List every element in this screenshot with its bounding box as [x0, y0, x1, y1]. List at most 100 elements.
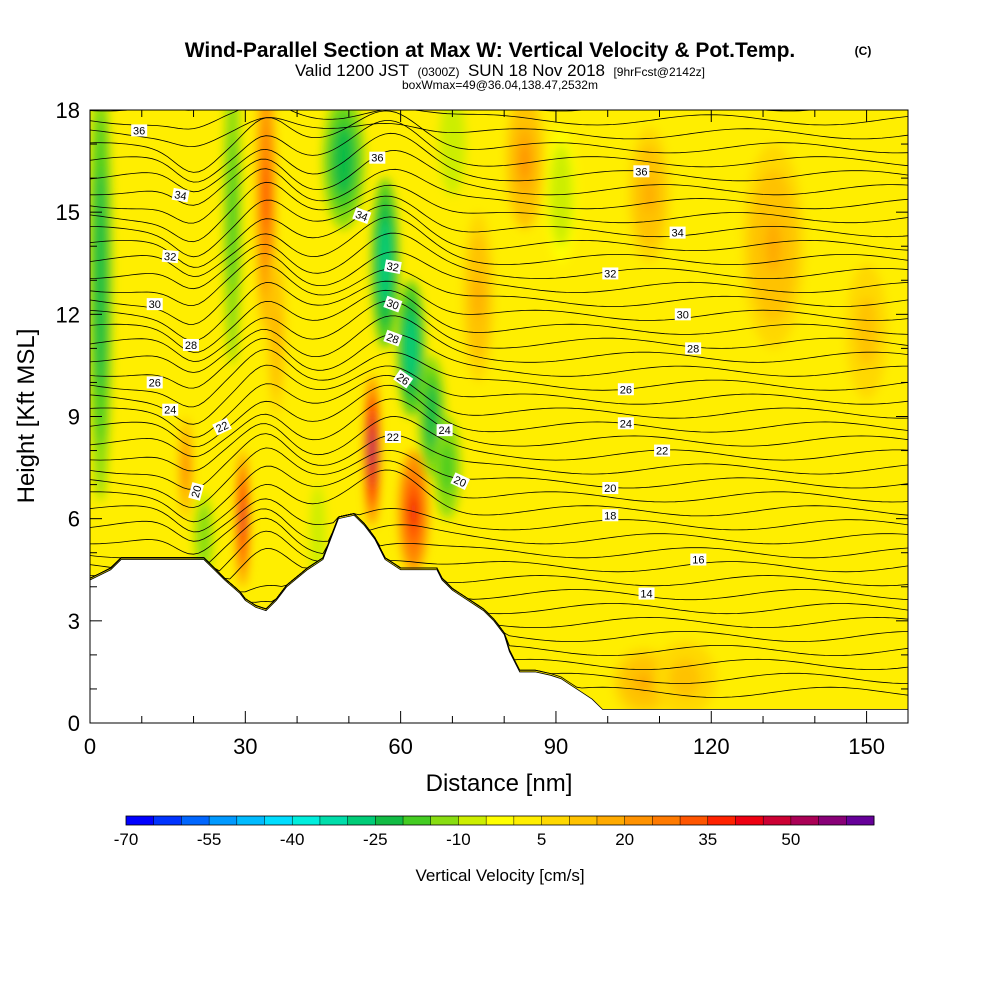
w-feature-6-level-3 [201, 524, 207, 547]
terrain-mask [90, 514, 908, 723]
w-feature-1-level-3 [230, 173, 235, 251]
colorbar-swatch [126, 816, 155, 825]
theta-label-box [602, 267, 619, 280]
theta-contour-line [90, 195, 908, 258]
x-axis-label: Distance [nm] [426, 770, 573, 797]
theta-contour-line [90, 181, 908, 243]
theta-label-text: 34 [354, 209, 370, 224]
colorbar-swatch [790, 816, 820, 825]
theta-contour-line [90, 447, 908, 508]
colorbar-swatch [486, 816, 515, 825]
theta-label-box [161, 249, 179, 264]
theta-label-box [182, 338, 199, 351]
theta-label-box [146, 376, 163, 389]
theta-label-10: 34 [352, 207, 372, 224]
theta-label-text: 22 [656, 446, 668, 458]
theta-label-text: 28 [687, 343, 699, 355]
theta-label-14: 26 [393, 369, 414, 389]
theta-contour-line [90, 513, 908, 564]
x-tick-label: 60 [388, 734, 412, 759]
theta-label-15: 22 [384, 430, 401, 444]
colorbar-tick-label: -70 [114, 830, 139, 849]
theta-contour-line [90, 216, 908, 277]
theta-contour-line [90, 232, 908, 290]
theta-label-box [669, 226, 686, 239]
theta-label-text: 32 [164, 251, 177, 264]
theta-label-text: 20 [190, 484, 205, 499]
theta-label-18: 36 [633, 165, 650, 178]
colorbar-swatch [375, 816, 404, 825]
theta-label-3: 30 [146, 298, 163, 311]
theta-label-box [171, 187, 190, 203]
x-tick-label: 150 [848, 734, 885, 759]
y-tick-label: 18 [56, 98, 80, 123]
colorbar-swatch [735, 816, 764, 825]
w-feature-2-level-3 [263, 161, 269, 230]
theta-label-text: 26 [620, 384, 632, 396]
colorbar-swatch [569, 816, 598, 825]
colorbar-swatch [707, 816, 736, 825]
theta-label-0: 36 [131, 124, 148, 137]
y-axis-label: Height [Kft MSL] [13, 329, 40, 504]
theta-label-text: 36 [133, 125, 145, 137]
colorbar-swatch [680, 816, 709, 825]
theta-label-box [602, 482, 619, 495]
theta-contour-line [90, 508, 908, 555]
theta-contour-line [90, 150, 908, 206]
colorbar-swatch [319, 816, 349, 825]
theta-label-box [162, 403, 179, 416]
theta-contour-line [90, 460, 908, 523]
theta-label-13: 28 [383, 329, 403, 347]
box-wmax-info: boxWmax=49@36.04,138.47,2532m [402, 78, 598, 92]
theta-label-box [393, 369, 414, 389]
theta-label-26: 20 [602, 482, 619, 495]
theta-label-9: 36 [369, 151, 386, 165]
theta-contour-line [90, 498, 908, 542]
theta-contour-line [90, 265, 908, 325]
colorbar-tick-label: -55 [197, 830, 222, 849]
theta-label-box [384, 430, 401, 443]
w-feature-10-level-3 [428, 401, 435, 432]
theta-contours [90, 110, 908, 698]
theta-contour-labels: 36 34 32 30 28 26 24 22 20 36 34 32 30 28 26 22 24 20 36 34… [131, 124, 707, 601]
w-feature-9-level-3 [407, 331, 415, 366]
w-feature-18-level-3 [474, 276, 483, 319]
theta-contour-line [90, 289, 908, 353]
theta-label-text: 28 [385, 331, 401, 346]
theta-label-box [352, 207, 372, 224]
valid-time: Valid 1200 JST [295, 61, 409, 80]
valid-utc: (0300Z) [417, 65, 459, 79]
copyright-mark: (C) [855, 44, 872, 58]
colorbar-swatch [846, 816, 875, 825]
y-tick-label: 0 [68, 711, 80, 736]
theta-contour-line [90, 513, 908, 573]
theta-contour-line [90, 204, 908, 268]
theta-label-text: 16 [692, 555, 704, 567]
theta-label-23: 26 [617, 383, 634, 396]
theta-label-box [674, 308, 691, 321]
x-tick-label: 90 [544, 734, 568, 759]
theta-contour-line [90, 117, 908, 148]
chart-title: Wind-Parallel Section at Max W: Vertical… [185, 39, 796, 62]
theta-label-text: 22 [387, 432, 399, 444]
theta-label-text: 28 [185, 340, 197, 352]
colorbar-tick-label: 35 [698, 830, 717, 849]
theta-label-text: 24 [439, 425, 451, 437]
theta-label-box [383, 259, 402, 274]
theta-label-1: 34 [171, 187, 190, 203]
theta-contour-line [90, 110, 908, 173]
theta-label-19: 34 [669, 226, 686, 240]
colorbar-swatch [624, 816, 653, 825]
w-feature-3-level-3 [274, 310, 279, 353]
theta-contour-line [90, 333, 908, 389]
theta-label-24: 24 [617, 417, 634, 430]
theta-label-box [383, 295, 403, 313]
theta-label-text: 20 [452, 474, 468, 490]
y-tick-label: 12 [56, 302, 80, 327]
colorbar-tick-label: -25 [363, 830, 388, 849]
colorbar-swatch [513, 816, 543, 825]
theta-label-text: 18 [604, 510, 616, 522]
theta-label-text: 26 [149, 377, 161, 389]
colorbar-tick-label: -10 [446, 830, 471, 849]
colorbar: -70 -55 -40 -25 -10 5 20 35 50 [114, 815, 875, 849]
